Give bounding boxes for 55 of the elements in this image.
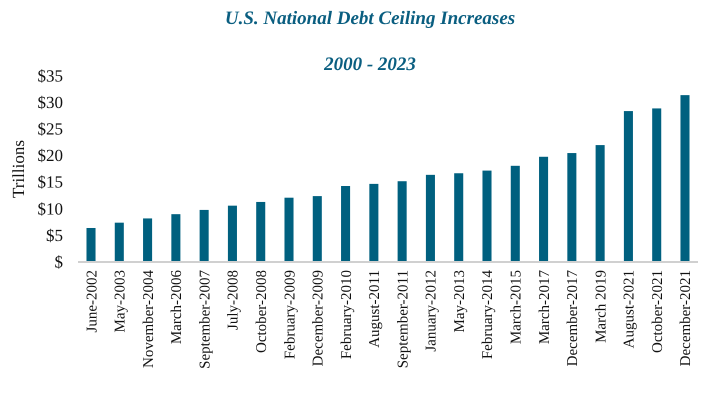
x-tick-label: August-2011	[367, 270, 384, 348]
x-tick-label: January-2012	[424, 270, 440, 352]
x-tick-label: November-2004	[140, 270, 157, 368]
y-tick-label: $	[54, 252, 63, 272]
y-axis-title: Trillions	[9, 140, 28, 198]
bar	[567, 153, 576, 262]
bar	[596, 145, 605, 262]
bar	[652, 108, 662, 262]
bar	[143, 218, 152, 262]
x-tick-label: October-2008	[254, 270, 270, 354]
x-tick-label: August-2021	[622, 270, 638, 348]
x-tick-label: July-2008	[226, 270, 242, 330]
bar	[312, 196, 322, 262]
bar	[171, 214, 180, 262]
x-tick-label: December-2021	[678, 270, 694, 366]
bar	[114, 222, 124, 262]
bar	[228, 206, 237, 262]
bar	[680, 95, 690, 262]
x-tick-label: February-2014	[480, 270, 496, 360]
bar	[256, 202, 266, 262]
x-tick-label: March-2006	[169, 270, 186, 344]
x-tick-label: March 2019	[593, 270, 610, 343]
x-tick-label: May-2003	[112, 270, 129, 332]
x-tick-label: September-2011	[395, 270, 412, 368]
x-tick-label: September-2007	[197, 270, 214, 369]
bar	[398, 181, 407, 262]
bar	[454, 173, 464, 262]
bar	[369, 184, 378, 262]
x-tick-label: March-2017	[536, 270, 553, 344]
bar	[284, 198, 294, 262]
x-tick-label: June-2002	[84, 270, 100, 332]
y-tick-label: $25	[38, 120, 63, 139]
x-tick-label: March-2015	[508, 270, 525, 344]
y-tick-label: $5	[46, 226, 63, 245]
chart-subtitle: 2000 - 2023	[323, 54, 416, 75]
y-tick-label: $35	[38, 66, 63, 86]
x-tick-label: December-2009	[310, 270, 327, 366]
x-tick-label: February-2009	[282, 270, 298, 360]
bar	[510, 166, 520, 262]
y-tick-label: $20	[38, 146, 63, 166]
y-tick-label: $30	[38, 93, 63, 112]
bar	[624, 111, 633, 262]
bar	[86, 228, 96, 262]
bar	[341, 186, 350, 262]
x-tick-label: February-2010	[338, 270, 355, 360]
bar	[200, 210, 209, 262]
bar	[426, 174, 435, 262]
y-tick-label: $15	[38, 172, 63, 192]
y-tick-label: $10	[38, 199, 63, 218]
x-tick-label: May-2013	[452, 270, 468, 332]
x-tick-label: October-2021	[650, 270, 666, 354]
x-tick-label: December-2017	[565, 270, 582, 366]
bar	[539, 156, 548, 262]
bar	[482, 170, 492, 262]
chart-title: U.S. National Debt Ceiling Increases	[224, 8, 516, 29]
